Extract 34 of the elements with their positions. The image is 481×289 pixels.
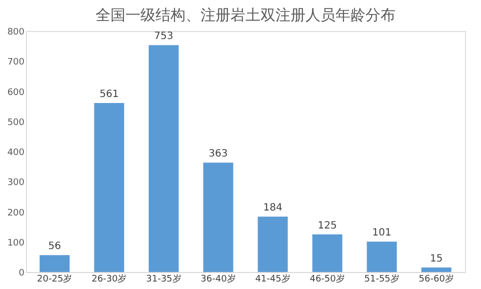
- x-tick-label: 31-35岁: [146, 274, 182, 284]
- data-label: 125: [318, 220, 337, 232]
- y-tick-label: 400: [7, 148, 25, 158]
- bar: [421, 267, 452, 272]
- x-tick-label: 26-30岁: [92, 274, 127, 284]
- data-label: 561: [100, 89, 119, 100]
- bar: [258, 216, 288, 272]
- bar: [148, 45, 179, 272]
- y-tick-label: 300: [7, 178, 25, 188]
- x-tick-label: 46-50岁: [310, 274, 345, 284]
- bar: [203, 162, 234, 272]
- bar: [94, 103, 124, 272]
- y-tick-label: 700: [7, 58, 25, 68]
- bar: [312, 234, 342, 272]
- x-tick-label: 56-60岁: [418, 274, 454, 284]
- y-tick-label: 500: [7, 118, 25, 128]
- x-tick-label: 36-40岁: [200, 274, 236, 284]
- data-label: 363: [208, 148, 228, 160]
- data-label: 15: [430, 253, 443, 264]
- data-label: 101: [372, 228, 392, 239]
- y-tick-label: 600: [7, 88, 25, 98]
- y-tick-label: 0: [18, 268, 25, 278]
- bar: [40, 255, 70, 272]
- data-label: 184: [263, 202, 282, 214]
- x-tick-label: 41-45岁: [255, 274, 290, 284]
- y-tick-label: 200: [7, 208, 25, 218]
- y-tick-label: 100: [7, 238, 25, 248]
- data-label: 753: [154, 31, 174, 42]
- x-tick-label: 20-25岁: [37, 274, 72, 284]
- chart-title: 全国一级结构、注册岩土双注册人员年龄分布: [96, 6, 396, 24]
- y-tick-label: 800: [7, 28, 25, 38]
- data-label: 56: [48, 241, 61, 252]
- x-tick-label: 51-55岁: [364, 274, 400, 284]
- bar: [366, 242, 397, 272]
